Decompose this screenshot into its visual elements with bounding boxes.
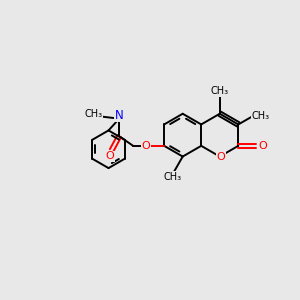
Text: O: O bbox=[217, 152, 226, 161]
Text: CH₃: CH₃ bbox=[252, 111, 270, 121]
Text: CH₃: CH₃ bbox=[164, 172, 182, 182]
Text: N: N bbox=[115, 109, 124, 122]
Text: O: O bbox=[141, 141, 150, 151]
Text: CH₃: CH₃ bbox=[84, 109, 102, 118]
Text: CH₃: CH₃ bbox=[211, 86, 229, 96]
Text: O: O bbox=[106, 151, 115, 161]
Text: O: O bbox=[259, 141, 267, 151]
